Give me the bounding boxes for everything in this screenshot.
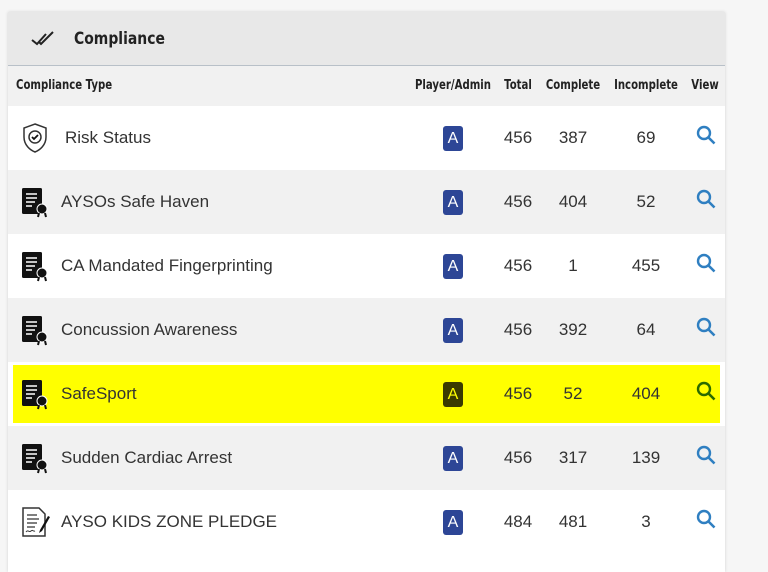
- certificate-icon: [22, 316, 48, 346]
- col-compliance-type: Compliance Type: [16, 78, 113, 93]
- complete-value: 404: [558, 192, 588, 211]
- signed-document-icon: [22, 507, 50, 537]
- complete-value: 1: [568, 256, 578, 275]
- total-value: 456: [503, 256, 533, 275]
- search-icon[interactable]: [695, 508, 717, 530]
- search-icon[interactable]: [695, 124, 717, 146]
- compliance-name: SafeSport: [61, 384, 137, 403]
- search-icon[interactable]: [695, 252, 717, 274]
- player-admin-badge: A: [443, 446, 463, 471]
- player-admin-badge: A: [443, 510, 463, 535]
- player-admin-badge: A: [443, 318, 463, 343]
- compliance-name: Sudden Cardiac Arrest: [61, 448, 233, 467]
- incomplete-value: 3: [641, 512, 651, 531]
- table-row: Sudden Cardiac Arrest A 456 317 139: [8, 426, 725, 490]
- search-icon[interactable]: [695, 188, 717, 210]
- incomplete-value: 52: [636, 192, 656, 211]
- compliance-name: CA Mandated Fingerprinting: [61, 256, 273, 275]
- compliance-name: AYSOs Safe Haven: [61, 192, 210, 211]
- table-row: SafeSport A 456 52 404: [8, 362, 725, 426]
- table-row: Concussion Awareness A 456 392 64: [8, 298, 725, 362]
- panel-title: Compliance: [74, 28, 165, 49]
- table-row: AYSO KIDS ZONE PLEDGE A 484 481 3: [8, 490, 725, 554]
- table-row: CA Mandated Fingerprinting A 456 1 455: [8, 234, 725, 298]
- player-admin-badge: A: [443, 382, 463, 407]
- total-value: 456: [503, 448, 533, 467]
- total-value: 456: [503, 192, 533, 211]
- compliance-name: Concussion Awareness: [61, 320, 238, 339]
- incomplete-value: 455: [631, 256, 661, 275]
- search-icon[interactable]: [695, 380, 717, 402]
- double-check-icon: [31, 30, 54, 45]
- certificate-icon: [22, 252, 48, 282]
- col-complete: Complete: [545, 78, 601, 93]
- compliance-panel: Compliance Compliance Type Player/Admin …: [8, 12, 725, 572]
- table-row: AYSOs Safe Haven A 456 404 52: [8, 170, 725, 234]
- complete-value: 52: [563, 384, 583, 403]
- player-admin-badge: A: [443, 254, 463, 279]
- incomplete-value: 139: [631, 448, 661, 467]
- complete-value: 317: [558, 448, 588, 467]
- complete-value: 387: [558, 128, 588, 147]
- total-value: 484: [503, 512, 533, 531]
- certificate-icon: [22, 188, 48, 218]
- col-player-admin: Player/Admin: [414, 78, 492, 93]
- total-value: 456: [503, 384, 533, 403]
- certificate-icon: [22, 444, 48, 474]
- total-value: 456: [503, 128, 533, 147]
- table-header: Compliance Type Player/Admin Total Compl…: [8, 66, 725, 106]
- search-icon[interactable]: [695, 444, 717, 466]
- player-admin-badge: A: [443, 190, 463, 215]
- panel-header: Compliance: [8, 12, 725, 66]
- col-total: Total: [504, 78, 532, 93]
- incomplete-value: 69: [636, 128, 656, 147]
- incomplete-value: 404: [631, 384, 661, 403]
- col-incomplete: Incomplete: [614, 78, 678, 93]
- search-icon[interactable]: [695, 316, 717, 338]
- compliance-name: AYSO KIDS ZONE PLEDGE: [61, 512, 278, 531]
- shield-check-icon: [23, 123, 47, 153]
- total-value: 456: [503, 320, 533, 339]
- certificate-icon: [22, 380, 48, 410]
- player-admin-badge: A: [443, 126, 463, 151]
- incomplete-value: 64: [636, 320, 656, 339]
- table-row: Risk Status A 456 387 69: [8, 106, 725, 170]
- col-view: View: [691, 78, 719, 93]
- compliance-name: Risk Status: [65, 128, 151, 147]
- complete-value: 392: [558, 320, 588, 339]
- complete-value: 481: [558, 512, 588, 531]
